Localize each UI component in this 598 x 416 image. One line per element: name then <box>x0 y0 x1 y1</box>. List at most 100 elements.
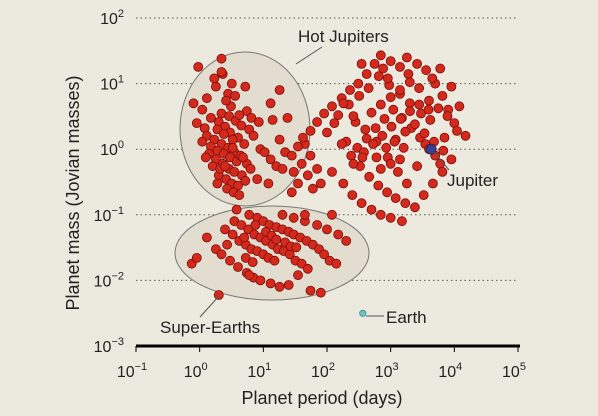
planet-point <box>401 178 412 189</box>
planet-point <box>241 106 252 117</box>
planet-point <box>329 118 340 128</box>
planet-point <box>395 154 405 165</box>
planet-point <box>236 220 247 230</box>
y-tick-label: 10−3 <box>94 336 124 356</box>
x-tick-label: 101 <box>247 361 271 381</box>
planet-point <box>354 91 365 101</box>
planet-point <box>379 114 390 124</box>
planet-point <box>240 175 251 186</box>
planet-point <box>201 232 212 243</box>
planet-point <box>236 120 247 131</box>
planet-point <box>385 212 396 223</box>
planet-point <box>338 98 349 109</box>
planet-point <box>435 63 446 74</box>
planet-point <box>233 262 243 272</box>
planet-point <box>231 204 242 215</box>
planet-point <box>375 163 386 174</box>
planet-point <box>418 190 429 201</box>
x-tick-label: 10−1 <box>117 361 147 381</box>
planet-point <box>361 133 372 144</box>
planet-point <box>356 198 367 209</box>
planet-point <box>401 52 412 63</box>
planet-point <box>327 101 337 112</box>
planet-point <box>220 161 230 172</box>
super-earths-label: Super-Earths <box>160 318 260 337</box>
x-tick-label: 105 <box>502 361 526 381</box>
planet-point <box>234 110 245 121</box>
planet-point <box>396 216 407 227</box>
planet-point <box>296 158 307 169</box>
planet-point <box>437 166 448 177</box>
planet-point <box>389 136 400 147</box>
planet-point <box>302 170 313 181</box>
x-tick-label: 100 <box>184 361 208 381</box>
planet-point <box>333 110 344 121</box>
planet-point <box>288 212 299 223</box>
planet-point <box>277 209 288 220</box>
planet-point <box>210 81 221 92</box>
planet-point <box>245 163 256 174</box>
planet-point <box>298 132 308 143</box>
earth-point <box>359 309 367 317</box>
planet-point <box>293 141 303 152</box>
planet-point <box>421 65 432 76</box>
y-tick-label: 101 <box>100 74 124 94</box>
planet-point <box>333 229 344 240</box>
planet-point <box>427 178 438 189</box>
planet-point <box>360 124 371 135</box>
planet-point <box>197 136 208 147</box>
planet-point <box>200 152 211 163</box>
planet-point <box>288 166 299 177</box>
planet-point <box>319 249 330 260</box>
planet-point <box>377 130 388 141</box>
planet-point <box>263 178 274 189</box>
planet-point <box>454 101 465 112</box>
planet-point <box>405 106 415 117</box>
planet-point <box>425 115 436 125</box>
planet-point <box>353 78 364 89</box>
planet-point <box>216 249 227 260</box>
planet-point <box>347 190 358 201</box>
planet-point <box>293 178 303 189</box>
planet-point <box>327 166 337 177</box>
planet-point <box>341 235 352 246</box>
planet-point <box>427 73 438 84</box>
planet-point <box>230 91 241 101</box>
planet-point <box>319 108 330 119</box>
planet-point <box>247 257 258 268</box>
planet-point <box>381 142 392 153</box>
planet-point <box>274 134 285 145</box>
jupiter-label: Jupiter <box>447 171 498 190</box>
x-tick-label: 102 <box>311 361 335 381</box>
planet-point <box>395 114 406 124</box>
planet-point <box>265 98 276 109</box>
jupiter-leader <box>433 151 450 171</box>
planet-point <box>286 150 297 161</box>
planet-point <box>331 258 342 269</box>
planet-point <box>437 91 448 101</box>
planet-point <box>357 152 368 163</box>
y-tick-label: 10−1 <box>94 205 124 225</box>
y-tick-label: 10−2 <box>94 270 124 290</box>
planet-point <box>239 232 250 243</box>
planet-point <box>253 117 264 127</box>
special-points <box>359 143 437 317</box>
planet-point <box>369 59 380 69</box>
planet-point <box>299 209 310 220</box>
planet-point <box>373 71 384 81</box>
planet-point <box>239 139 250 149</box>
planet-point <box>293 270 303 281</box>
planet-point <box>409 202 420 213</box>
data-points <box>186 50 471 300</box>
planet-point <box>255 275 266 286</box>
planet-point <box>312 220 323 230</box>
planet-point <box>246 113 257 123</box>
planet-point <box>345 85 355 95</box>
planet-point <box>404 77 415 88</box>
planet-point <box>269 255 280 266</box>
planet-point <box>368 139 379 149</box>
planet-point <box>414 99 425 110</box>
planet-point <box>336 139 347 149</box>
planet-point <box>392 166 403 177</box>
planet-point <box>197 104 208 115</box>
